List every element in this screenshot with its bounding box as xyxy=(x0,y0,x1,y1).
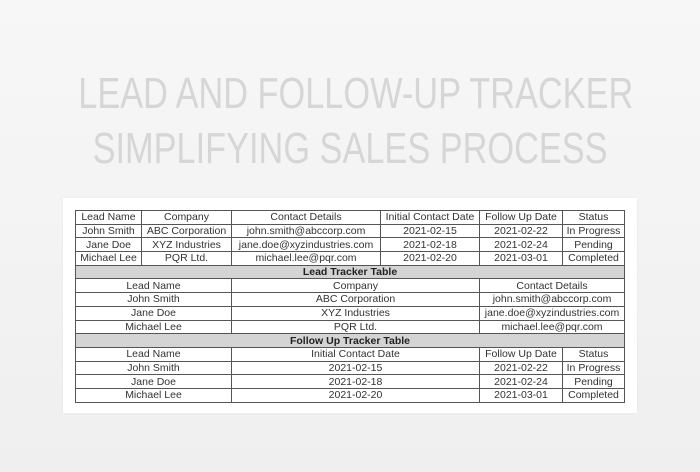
table-cell[interactable]: PQR Ltd. xyxy=(141,251,232,266)
table-cell[interactable]: John Smith xyxy=(75,360,232,376)
table-cell[interactable]: 2021-02-20 xyxy=(380,251,480,266)
table-cell[interactable]: ABC Corporation xyxy=(141,223,232,239)
column-header[interactable]: Lead Name xyxy=(75,346,232,362)
table-cell[interactable]: Jane Doe xyxy=(75,374,232,389)
header-row: Lead Name Initial Contact Date Follow Up D… xyxy=(75,346,625,362)
column-header[interactable]: Status xyxy=(562,210,625,225)
table-cell[interactable]: Michael Lee xyxy=(75,387,232,403)
table-row: Michael Lee PQR Ltd. michael.lee@pqr.com xyxy=(75,319,625,335)
table-cell[interactable]: 2021-03-01 xyxy=(479,251,563,266)
table-cell[interactable]: Jane Doe xyxy=(75,237,142,253)
column-header[interactable]: Contact Details xyxy=(479,278,625,294)
table-cell[interactable]: John Smith xyxy=(75,223,142,239)
table-cell[interactable]: 2021-02-24 xyxy=(479,374,563,389)
table-row: John Smith ABC Corporation john.smith@abcc… xyxy=(75,292,625,307)
header-row: Lead Name Company Contact Details xyxy=(75,278,625,294)
table-row: Jane Doe XYZ Industries jane.doe@xyzindust… xyxy=(75,305,625,321)
table-cell[interactable]: 2021-02-15 xyxy=(380,223,480,239)
table-cell[interactable]: XYZ Industries xyxy=(141,237,232,253)
table-cell[interactable]: 2021-03-01 xyxy=(479,387,563,403)
column-header[interactable]: Contact Details xyxy=(231,210,381,225)
table-cell[interactable]: michael.lee@pqr.com xyxy=(231,251,381,266)
section-title[interactable]: Follow Up Tracker Table xyxy=(75,333,625,348)
section-header-follow-up-tracker: Follow Up Tracker Table xyxy=(75,333,625,348)
table-cell[interactable]: 2021-02-18 xyxy=(231,374,480,389)
table-cell[interactable]: John Smith xyxy=(75,292,232,307)
header-row: Lead Name Company Contact Details Initial C… xyxy=(75,210,625,225)
column-header[interactable]: Follow Up Date xyxy=(479,346,563,362)
table-cell[interactable]: 2021-02-22 xyxy=(479,223,563,239)
table-cell[interactable]: In Progress xyxy=(562,223,625,239)
table-cell[interactable]: Pending xyxy=(562,237,625,253)
tracker-table: Lead Name Company Contact Details Initial C… xyxy=(75,210,625,403)
table-cell[interactable]: Pending xyxy=(562,374,625,389)
table-row: Michael Lee 2021-02-20 2021-03-01 Completed xyxy=(75,387,625,403)
table-cell[interactable]: 2021-02-15 xyxy=(231,360,480,376)
table-cell[interactable]: michael.lee@pqr.com xyxy=(479,319,625,335)
table-cell[interactable]: Jane Doe xyxy=(75,305,232,321)
column-header[interactable]: Lead Name xyxy=(75,210,142,225)
table-cell[interactable]: 2021-02-18 xyxy=(380,237,480,253)
table-cell[interactable]: jane.doe@xyzindustries.com xyxy=(479,305,625,321)
section-header-lead-tracker: Lead Tracker Table xyxy=(75,264,625,280)
page-subtitle: SIMPLIFYING SALES PROCESS xyxy=(92,124,608,173)
table-cell[interactable]: 2021-02-22 xyxy=(479,360,563,376)
column-header[interactable]: Follow Up Date xyxy=(479,210,563,225)
table-cell[interactable]: john.smith@abccorp.com xyxy=(231,223,381,239)
table-cell[interactable]: Completed xyxy=(562,251,625,266)
page-title-line1: LEAD AND FOLLOW-UP TRACKER xyxy=(78,69,634,118)
column-header[interactable]: Status xyxy=(562,346,625,362)
table-cell[interactable]: PQR Ltd. xyxy=(231,319,480,335)
table-cell[interactable]: ABC Corporation xyxy=(231,292,480,307)
table-row: Michael Lee PQR Ltd. michael.lee@pqr.com 20… xyxy=(75,251,625,266)
column-header[interactable]: Initial Contact Date xyxy=(231,346,480,362)
table-row: Jane Doe 2021-02-18 2021-02-24 Pending xyxy=(75,374,625,389)
table-cell[interactable]: Michael Lee xyxy=(75,319,232,335)
column-header[interactable]: Company xyxy=(231,278,480,294)
table-cell[interactable]: 2021-02-24 xyxy=(479,237,563,253)
column-header[interactable]: Lead Name xyxy=(75,278,232,294)
column-header[interactable]: Initial Contact Date xyxy=(380,210,480,225)
table-cell[interactable]: 2021-02-20 xyxy=(231,387,480,403)
table-row: Jane Doe XYZ Industries jane.doe@xyzindust… xyxy=(75,237,625,253)
section-title[interactable]: Lead Tracker Table xyxy=(75,264,625,280)
table-cell[interactable]: XYZ Industries xyxy=(231,305,480,321)
table-cell[interactable]: jane.doe@xyzindustries.com xyxy=(231,237,381,253)
table-cell[interactable]: In Progress xyxy=(562,360,625,376)
column-header[interactable]: Company xyxy=(141,210,232,225)
table-row: John Smith 2021-02-15 2021-02-22 In Progres… xyxy=(75,360,625,376)
table-cell[interactable]: Michael Lee xyxy=(75,251,142,266)
table-row: John Smith ABC Corporation john.smith@abcc… xyxy=(75,223,625,239)
table-cell[interactable]: john.smith@abccorp.com xyxy=(479,292,625,307)
table-cell[interactable]: Completed xyxy=(562,387,625,403)
